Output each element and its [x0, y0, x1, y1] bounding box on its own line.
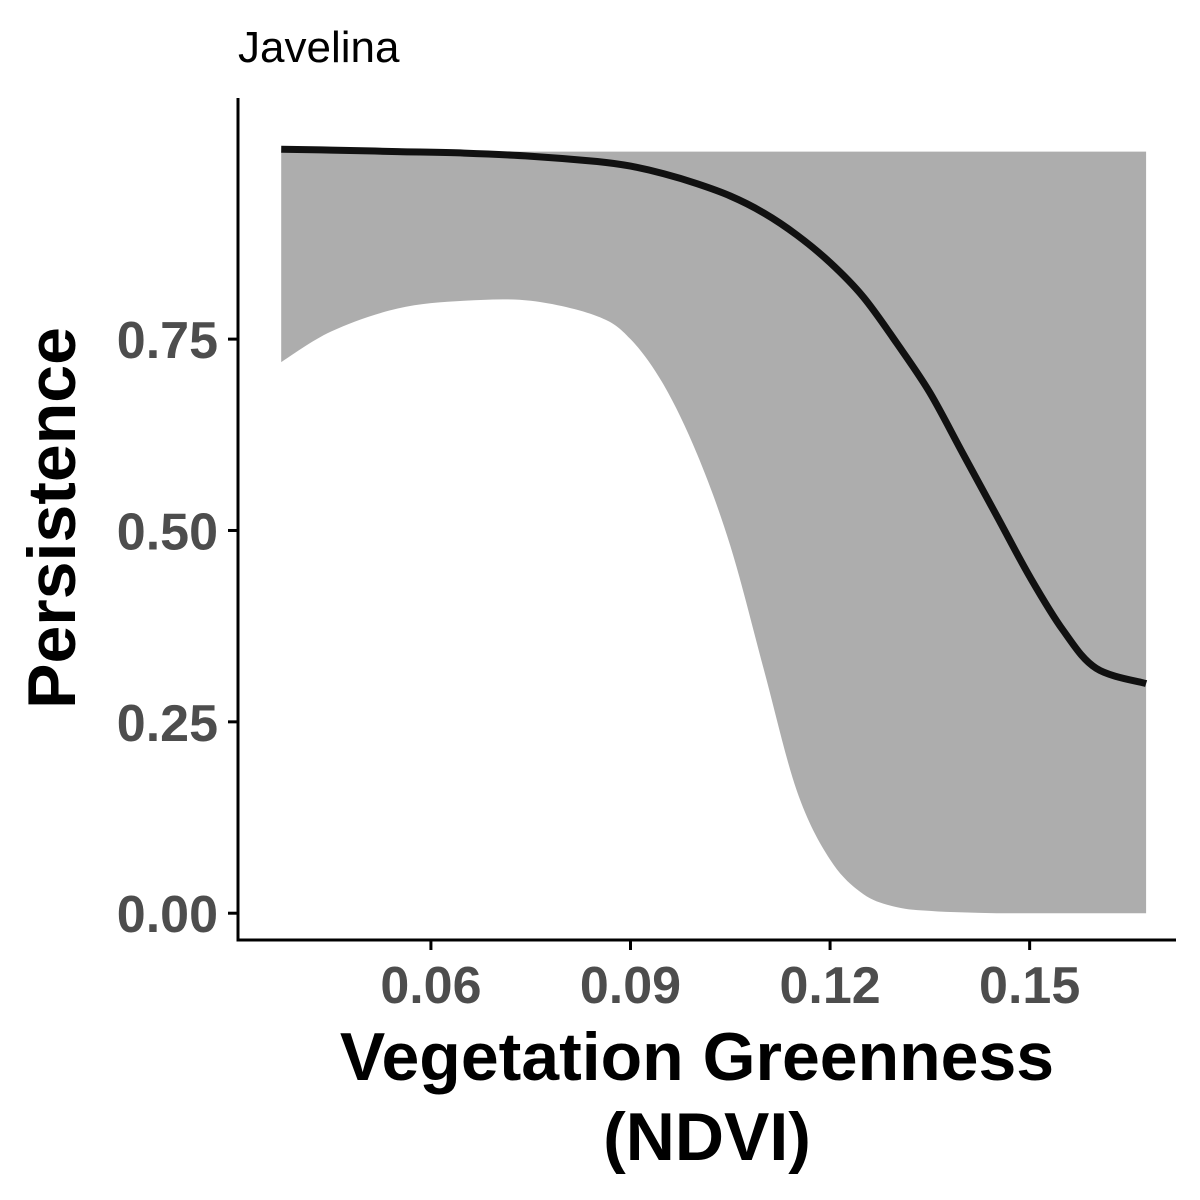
- confidence-ribbon: [281, 151, 1147, 914]
- x-tick-label: 0.12: [779, 957, 880, 1015]
- chart-title: Javelina: [238, 23, 400, 72]
- y-tick-label: 0.75: [117, 312, 218, 370]
- x-tick-label: 0.15: [979, 957, 1080, 1015]
- y-axis-label: Persistence: [14, 327, 90, 709]
- x-axis-label-line-2: (NDVI): [603, 1099, 811, 1175]
- fitted-line: [281, 145, 1148, 687]
- x-tick-label: 0.09: [580, 957, 681, 1015]
- y-tick-label: 0.00: [117, 886, 218, 944]
- y-tick-label: 0.50: [117, 503, 218, 561]
- x-axis-label-line-1: Vegetation Greenness: [340, 1019, 1054, 1095]
- x-tick-label: 0.06: [380, 957, 481, 1015]
- y-tick-label: 0.25: [117, 695, 218, 753]
